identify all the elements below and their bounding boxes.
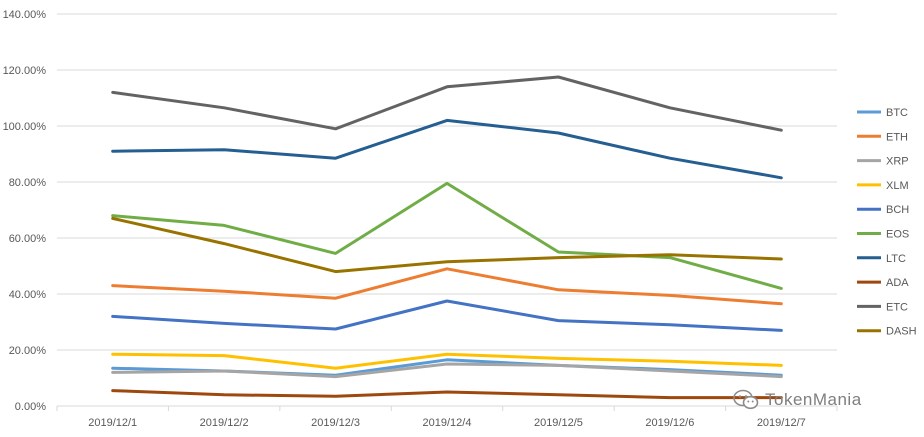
series-line-dash	[111, 216, 783, 274]
series-line-xlm	[111, 352, 783, 370]
y-tick-label: 140.00%	[3, 9, 47, 21]
watermark: TokenMania	[733, 389, 862, 411]
x-tick-label: 2019/12/2	[200, 417, 249, 429]
y-tick-label: 20.00%	[9, 345, 47, 357]
legend-label-dash: DASH	[886, 326, 917, 338]
y-tick-label: 80.00%	[9, 177, 47, 189]
y-tick-label: 100.00%	[3, 121, 47, 133]
legend-label-ada: ADA	[886, 277, 909, 289]
series-lines	[111, 75, 783, 400]
y-tick-label: 120.00%	[3, 65, 47, 77]
y-axis-ticks: 0.00% 20.00% 40.00% 60.00% 80.00% 100.00% 120.…	[3, 9, 47, 413]
legend-label-etc: ETC	[886, 301, 908, 313]
legend: BTC ETH XRP XLM BCH EOS LTC ADA ETC DASH	[857, 107, 917, 338]
x-tick-label: 2019/12/5	[534, 417, 583, 429]
series-line-bch	[111, 299, 783, 332]
watermark-text: TokenMania	[765, 390, 862, 409]
series-line-xrp	[111, 362, 783, 379]
x-tick-label: 2019/12/3	[311, 417, 360, 429]
series-line-ltc	[111, 118, 783, 180]
legend-label-btc: BTC	[886, 107, 908, 119]
legend-label-bch: BCH	[886, 204, 909, 216]
legend-label-xrp: XRP	[886, 156, 909, 168]
gridlines	[57, 13, 837, 351]
legend-label-xlm: XLM	[886, 180, 909, 192]
series-line-etc	[111, 75, 783, 132]
wechat-icon	[733, 389, 759, 410]
x-tick-label: 2019/12/7	[757, 417, 806, 429]
x-tick-label: 2019/12/1	[88, 417, 137, 429]
series-line-eth	[111, 267, 783, 306]
legend-label-eos: EOS	[886, 229, 909, 241]
y-tick-label: 60.00%	[9, 233, 47, 245]
legend-label-eth: ETH	[886, 131, 908, 143]
series-line-ada	[111, 389, 783, 400]
x-tick-label: 2019/12/4	[423, 417, 472, 429]
x-axis-ticks: 2019/12/1 2019/12/2 2019/12/3 2019/12/4 2019…	[56, 406, 838, 429]
series-line-eos	[111, 181, 783, 290]
y-tick-label: 0.00%	[15, 401, 46, 413]
y-tick-label: 40.00%	[9, 289, 47, 301]
legend-label-ltc: LTC	[886, 253, 906, 265]
x-tick-label: 2019/12/6	[645, 417, 694, 429]
